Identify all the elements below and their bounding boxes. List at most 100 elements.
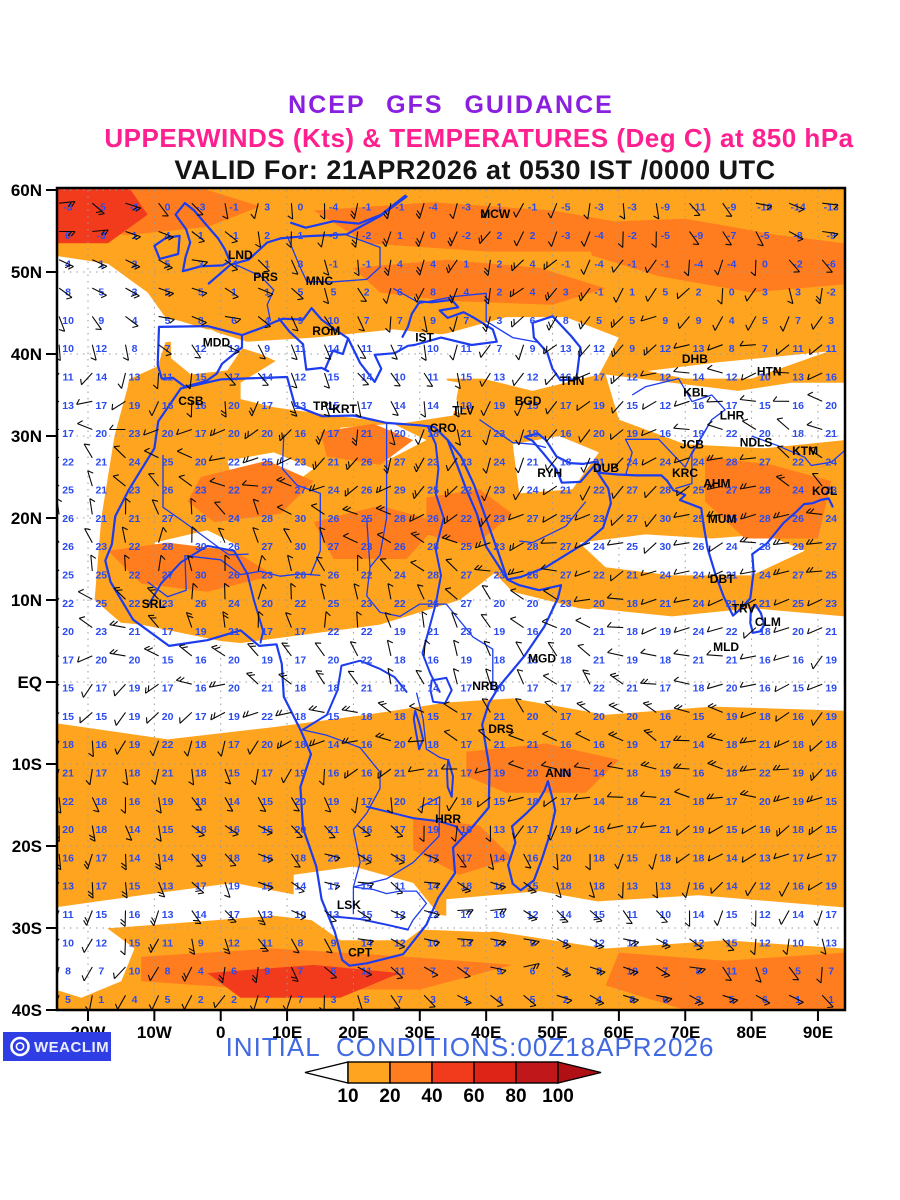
- temp-value: 22: [62, 456, 74, 468]
- temp-value: 23: [494, 485, 506, 497]
- station-label-ndls: NDLS: [740, 436, 773, 450]
- temp-value: 9: [662, 315, 668, 327]
- wind-barb: [514, 457, 525, 474]
- temp-value: 14: [95, 372, 107, 384]
- wind-barb: [390, 401, 399, 416]
- border-line: [353, 796, 441, 888]
- wind-barb: [673, 366, 690, 374]
- wind-barb: [122, 344, 130, 361]
- temp-value: 19: [825, 654, 837, 666]
- lon-tick-label: 60E: [604, 1023, 634, 1042]
- wind-barb: [454, 429, 462, 446]
- lon-tick-label: 20E: [338, 1023, 368, 1042]
- wind-barb: [640, 598, 657, 606]
- temp-value: 20: [759, 428, 771, 440]
- temp-value: 13: [162, 909, 174, 921]
- temp-value: 26: [427, 598, 439, 610]
- wind-barb: [788, 202, 805, 213]
- lat-tick-label: 10S: [12, 755, 42, 774]
- wind-barb: [739, 568, 757, 575]
- temp-value: 27: [162, 513, 174, 525]
- temp-value: 16: [693, 400, 705, 412]
- wind-barb: [114, 740, 126, 755]
- wind-barb: [643, 728, 657, 742]
- coastline-lake-tanganyika: [412, 709, 425, 751]
- temp-value: 17: [460, 909, 472, 921]
- temp-value: 26: [361, 485, 373, 497]
- temp-value: 0: [430, 230, 436, 242]
- wind-barb: [481, 485, 491, 502]
- wind-barb: [673, 763, 690, 770]
- wind-barb: [808, 446, 823, 459]
- wind-barb: [413, 457, 425, 473]
- wind-barb: [673, 457, 690, 464]
- wind-barb: [775, 474, 790, 487]
- fill-region-orange: [313, 505, 440, 559]
- wind-barb: [544, 457, 558, 471]
- colorbar-segment: [431, 1061, 475, 1084]
- temp-value: 6: [662, 994, 668, 1006]
- temp-value: 19: [659, 768, 671, 780]
- temp-value: 18: [494, 654, 506, 666]
- temp-value: 9: [198, 937, 204, 949]
- temp-value: 17: [162, 626, 174, 638]
- wind-barb: [357, 910, 372, 922]
- temp-value: 20: [593, 598, 605, 610]
- wind-barb: [148, 401, 160, 417]
- temp-value: 15: [494, 796, 506, 808]
- station-label-hrr: HRR: [435, 812, 461, 826]
- temp-value: 17: [162, 683, 174, 695]
- wind-barb: [191, 231, 205, 244]
- wind-barb: [644, 514, 657, 528]
- temp-value: 24: [394, 570, 406, 582]
- temp-value: 20: [195, 456, 207, 468]
- wind-barb: [91, 202, 105, 216]
- temp-value: 18: [295, 739, 307, 751]
- temp-value: 17: [460, 739, 472, 751]
- wind-barb: [648, 853, 657, 870]
- wind-barb: [441, 534, 458, 544]
- wind-barb: [390, 344, 398, 360]
- temp-value: 6: [397, 287, 403, 299]
- wind-barb: [456, 966, 471, 979]
- wind-barb: [323, 259, 330, 276]
- colorbar-level-label: 10: [337, 1086, 358, 1107]
- wind-barb: [58, 316, 66, 332]
- temp-value: 26: [162, 485, 174, 497]
- temp-value: 18: [792, 739, 804, 751]
- wind-barb: [88, 740, 94, 758]
- wind-barb: [423, 994, 436, 1008]
- temp-value: 22: [62, 796, 74, 808]
- station-label-lsk: LSK: [337, 898, 361, 912]
- wind-barb: [144, 683, 159, 694]
- temp-value: 14: [494, 852, 506, 864]
- wind-barb: [409, 702, 425, 713]
- fill-region-orange: [605, 952, 845, 1010]
- wind-barb: [291, 287, 304, 301]
- temp-value: 24: [593, 541, 605, 553]
- wind-barb: [344, 485, 359, 497]
- temp-value: 17: [228, 739, 240, 751]
- wind-barb: [218, 966, 226, 984]
- temp-value: 26: [527, 570, 539, 582]
- temp-value: 20: [95, 428, 107, 440]
- wind-barb: [707, 570, 723, 579]
- temp-value: 23: [593, 513, 605, 525]
- temp-value: 16: [129, 909, 141, 921]
- wind-barb: [673, 342, 690, 349]
- temp-value: 11: [726, 966, 737, 978]
- wind-barb: [222, 611, 229, 628]
- colorbar-segment: [515, 1061, 559, 1084]
- temp-value: 17: [261, 626, 273, 638]
- temp-value: 19: [626, 654, 638, 666]
- wind-barb: [278, 672, 292, 685]
- temp-value: 20: [261, 428, 273, 440]
- wind-barb: [440, 764, 458, 770]
- fill-region-white: [579, 534, 805, 576]
- temp-value: 19: [626, 428, 638, 440]
- temp-value: 18: [195, 824, 207, 836]
- temp-value: 18: [427, 428, 439, 440]
- wind-barb: [446, 797, 458, 812]
- wind-barb: [415, 203, 425, 219]
- wind-barb: [257, 555, 267, 572]
